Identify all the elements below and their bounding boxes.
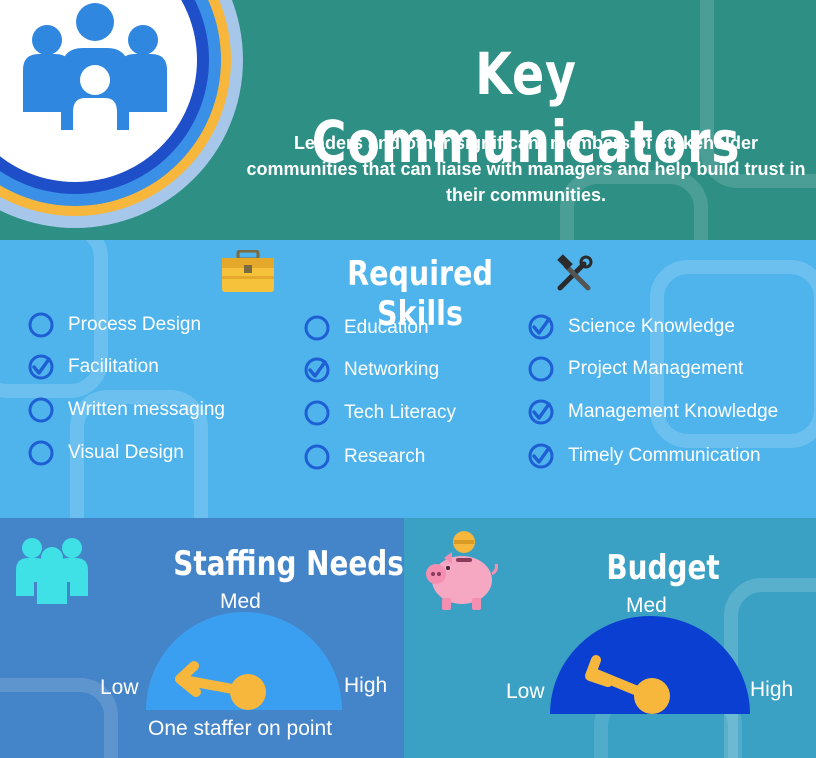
skill-label: Written messaging (68, 399, 225, 420)
checked-circle-icon[interactable] (28, 354, 54, 380)
decorative-frame (560, 170, 708, 240)
budget-section: Budget Med Low High (404, 518, 816, 758)
staffing-gauge (146, 612, 342, 710)
gauge-med-label: Med (626, 594, 667, 617)
skill-label: Science Knowledge (568, 316, 735, 337)
check-circle-icon[interactable] (28, 440, 54, 466)
skill-item[interactable]: Process Design (28, 310, 201, 340)
staffing-title: Staffing Needs (173, 544, 404, 584)
skill-item[interactable]: Tech Literacy (304, 398, 456, 428)
skill-label: Management Knowledge (568, 401, 779, 422)
skill-label: Facilitation (68, 356, 159, 377)
budget-gauge (550, 616, 750, 714)
skill-label: Research (344, 446, 426, 467)
skill-item[interactable]: Management Knowledge (528, 397, 778, 427)
skill-item[interactable]: Visual Design (28, 438, 184, 468)
check-circle-icon[interactable] (304, 444, 330, 470)
skill-label: Project Management (568, 358, 744, 379)
check-circle-icon[interactable] (304, 315, 330, 341)
skill-label: Networking (344, 359, 440, 380)
piggy-bank-icon (426, 531, 498, 610)
gauge-low-label: Low (506, 680, 545, 703)
staffing-caption: One staffer on point (148, 717, 333, 740)
skill-item[interactable]: Networking (304, 355, 439, 385)
toolbox-icon (222, 250, 274, 292)
checked-circle-icon[interactable] (304, 357, 330, 383)
skill-label: Process Design (68, 314, 202, 335)
check-circle-icon[interactable] (528, 356, 554, 382)
group-people-icon (0, 0, 243, 228)
page-subtitle: Leaders and other significant members of… (246, 133, 806, 205)
page-title: Key Communicators (311, 40, 741, 176)
skill-label: Timely Communication (568, 445, 761, 466)
decorative-frame (700, 0, 816, 188)
skills-title: Required Skills (347, 254, 493, 334)
budget-title: Budget (606, 548, 720, 588)
skill-item[interactable]: Written messaging (28, 395, 225, 425)
check-circle-icon[interactable] (304, 400, 330, 426)
hammer-wrench-icon (557, 254, 593, 291)
staffing-needs-section: Staffing Needs Med Low High One staffer … (0, 518, 404, 758)
required-skills-section: Required Skills Process Design Facilitat… (0, 240, 816, 518)
skill-label: Visual Design (68, 442, 184, 463)
header-section: Key Communicators Leaders and other sign… (0, 0, 816, 240)
skill-item[interactable]: Project Management (528, 354, 743, 384)
checked-circle-icon[interactable] (528, 399, 554, 425)
gauge-low-label: Low (100, 676, 139, 699)
checked-circle-icon[interactable] (528, 314, 554, 340)
skill-item[interactable]: Timely Communication (528, 441, 761, 471)
skill-item[interactable]: Education (304, 313, 429, 343)
skill-label: Tech Literacy (344, 402, 456, 423)
skill-item[interactable]: Science Knowledge (528, 312, 735, 342)
decorative-frame (650, 260, 816, 448)
check-circle-icon[interactable] (28, 397, 54, 423)
gauge-med-label: Med (220, 590, 261, 613)
decorative-frame (0, 240, 108, 398)
checked-circle-icon[interactable] (528, 443, 554, 469)
gauge-high-label: High (750, 678, 794, 701)
decorative-frame (70, 390, 208, 518)
skill-item[interactable]: Research (304, 442, 425, 472)
skill-label: Education (344, 317, 429, 338)
check-circle-icon[interactable] (28, 312, 54, 338)
gauge-high-label: High (344, 674, 388, 697)
people-group-icon (16, 538, 88, 604)
skill-item[interactable]: Facilitation (28, 352, 159, 382)
